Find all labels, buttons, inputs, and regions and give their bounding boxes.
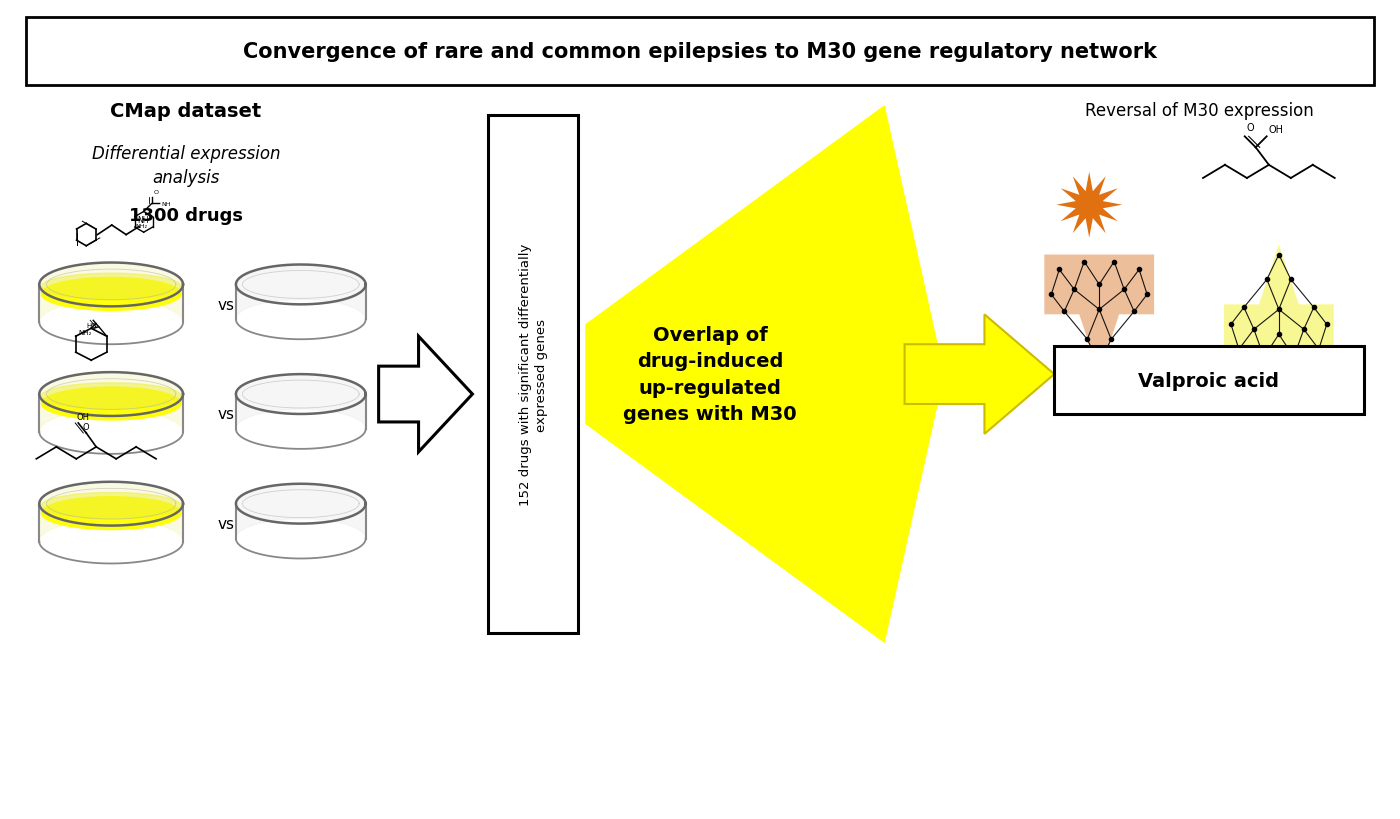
Text: NH₂: NH₂ [78,330,92,336]
Polygon shape [42,493,181,519]
Polygon shape [237,484,365,539]
Polygon shape [42,383,181,410]
Polygon shape [39,263,183,323]
Text: vs: vs [217,517,234,532]
Text: vs: vs [217,407,234,422]
Polygon shape [1224,245,1334,364]
Text: OH: OH [76,413,90,422]
Text: CMap dataset: CMap dataset [111,102,262,120]
FancyBboxPatch shape [489,115,578,633]
Text: vs: vs [217,297,234,313]
Text: NH: NH [137,215,148,224]
Text: O: O [154,190,158,195]
FancyBboxPatch shape [1054,346,1364,414]
Text: OH: OH [1268,125,1284,135]
Text: O: O [83,423,90,432]
Polygon shape [42,274,181,300]
Text: 1300 drugs: 1300 drugs [129,206,244,224]
Polygon shape [39,482,183,542]
Text: Valproic acid: Valproic acid [1138,371,1280,390]
Polygon shape [585,106,945,644]
Polygon shape [904,315,1054,434]
Text: Overlap of
drug-induced
up-regulated
genes with M30: Overlap of drug-induced up-regulated gen… [623,325,797,424]
Text: NH₂: NH₂ [136,224,148,229]
Polygon shape [39,373,183,432]
Polygon shape [42,387,181,420]
Polygon shape [237,265,365,320]
Polygon shape [1044,256,1154,374]
Text: Reversal of M30 expression: Reversal of M30 expression [1085,102,1313,120]
Text: Differential expression
analysis: Differential expression analysis [92,145,280,187]
Text: HO: HO [85,323,97,328]
Polygon shape [1056,173,1123,238]
Polygon shape [378,337,472,452]
Text: NH: NH [161,201,171,206]
Polygon shape [237,374,365,429]
FancyBboxPatch shape [27,18,1373,86]
Polygon shape [42,278,181,311]
Polygon shape [42,497,181,530]
Text: 152 drugs with significant differentially
expressed genes: 152 drugs with significant differentiall… [519,243,547,505]
Text: Convergence of rare and common epilepsies to M30 gene regulatory network: Convergence of rare and common epilepsie… [244,42,1156,62]
Text: O: O [1247,123,1254,133]
